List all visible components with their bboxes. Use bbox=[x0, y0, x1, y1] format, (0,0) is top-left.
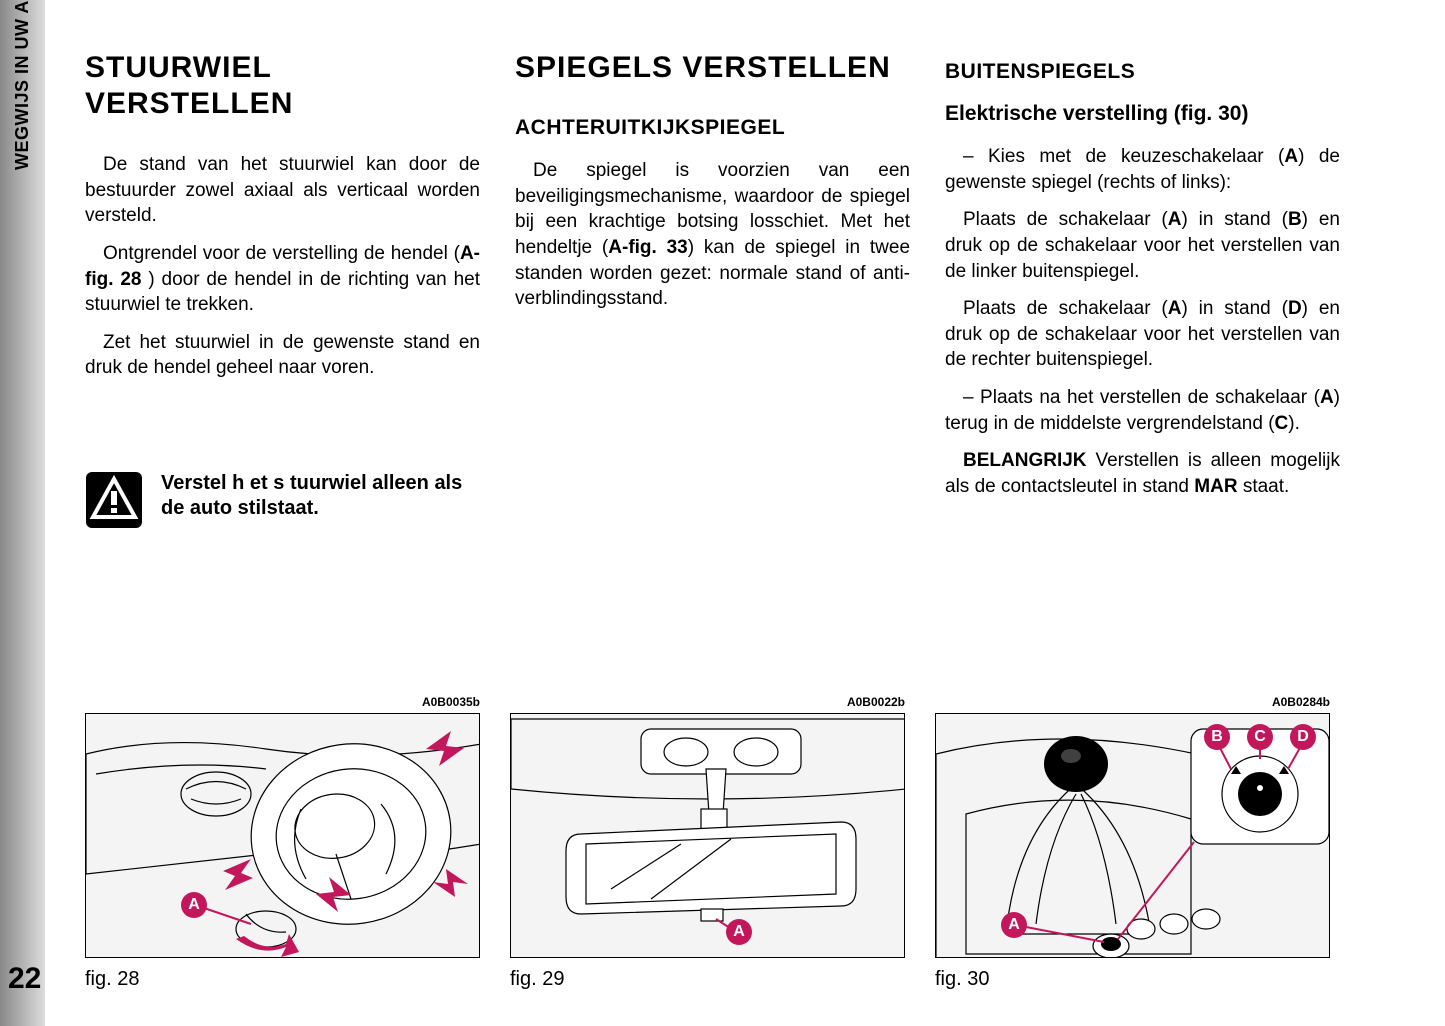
warning-icon bbox=[85, 471, 143, 529]
h1-line2: VERSTELLEN bbox=[85, 87, 293, 120]
h1-line1: STUURWIEL bbox=[85, 51, 272, 84]
para-e2: Plaats de schakelaar (A) in stand (B) en… bbox=[945, 207, 1340, 284]
callout-a-fig28: A bbox=[181, 892, 207, 918]
para-e5: BELANGRIJK Verstellen is alleen mogelijk… bbox=[945, 448, 1340, 499]
warning-text: Verstel h et s tuurwiel alleen als de au… bbox=[161, 471, 480, 521]
column-exterior-mirrors: BUITENSPIEGELS Elektrische verstelling (… bbox=[945, 50, 1340, 529]
para-e1: – Kies met de keuzeschakelaar (A) de gew… bbox=[945, 144, 1340, 195]
fig29-code: A0B0022b bbox=[510, 695, 905, 709]
para-1: De stand van het stuurwiel kan door de b… bbox=[85, 152, 480, 229]
figure-30: A0B0284b bbox=[935, 695, 1330, 991]
fig30-illustration: A B C D bbox=[935, 713, 1330, 958]
para-2: Ontgrendel voor de verstelling de hendel… bbox=[85, 241, 480, 318]
para-e3: Plaats de schakelaar (A) in stand (D) en… bbox=[945, 296, 1340, 373]
main-content: STUURWIEL VERSTELLEN De stand van het st… bbox=[85, 50, 1415, 529]
column-mirrors: SPIEGELS VERSTELLEN ACHTERUITKIJKSPIEGEL… bbox=[515, 50, 910, 529]
fig29-illustration: A bbox=[510, 713, 905, 958]
heading-spiegels: SPIEGELS VERSTELLEN bbox=[515, 50, 910, 86]
warning-box: Verstel h et s tuurwiel alleen als de au… bbox=[85, 471, 480, 529]
subheading-elektrisch: Elektrische verstelling (fig. 30) bbox=[945, 102, 1340, 126]
callout-c-fig30: C bbox=[1247, 724, 1273, 750]
heading-stuurwiel: STUURWIEL VERSTELLEN bbox=[85, 50, 480, 122]
sidebar: WEGWIJS IN UW AUTO 22 bbox=[0, 0, 45, 1026]
page-number: 22 bbox=[8, 962, 41, 996]
fig28-illustration: A bbox=[85, 713, 480, 958]
callout-a-fig29: A bbox=[726, 919, 752, 945]
fig28-caption: fig. 28 bbox=[85, 968, 480, 991]
fig29-caption: fig. 29 bbox=[510, 968, 905, 991]
fig28-code: A0B0035b bbox=[85, 695, 480, 709]
para-e4: – Plaats na het verstellen de schakelaar… bbox=[945, 385, 1340, 436]
callout-d-fig30: D bbox=[1290, 724, 1316, 750]
sidebar-section-title: WEGWIJS IN UW AUTO bbox=[12, 0, 33, 170]
figure-28: A0B0035b bbox=[85, 695, 480, 991]
figure-29: A0B0022b A fig. 29 bbox=[510, 695, 905, 991]
subheading-achteruitkijk: ACHTERUITKIJKSPIEGEL bbox=[515, 116, 910, 140]
fig30-caption: fig. 30 bbox=[935, 968, 1330, 991]
fig30-code: A0B0284b bbox=[935, 695, 1330, 709]
callout-b-fig30: B bbox=[1204, 724, 1230, 750]
figures-row: A0B0035b bbox=[85, 695, 1415, 991]
subheading-buitenspiegels: BUITENSPIEGELS bbox=[945, 60, 1340, 84]
para-mirror: De spiegel is voorzien van een beveiligi… bbox=[515, 158, 910, 312]
callout-a-fig30: A bbox=[1001, 912, 1027, 938]
column-steering: STUURWIEL VERSTELLEN De stand van het st… bbox=[85, 50, 480, 529]
para-3: Zet het stuurwiel in de gewenste stand e… bbox=[85, 330, 480, 381]
